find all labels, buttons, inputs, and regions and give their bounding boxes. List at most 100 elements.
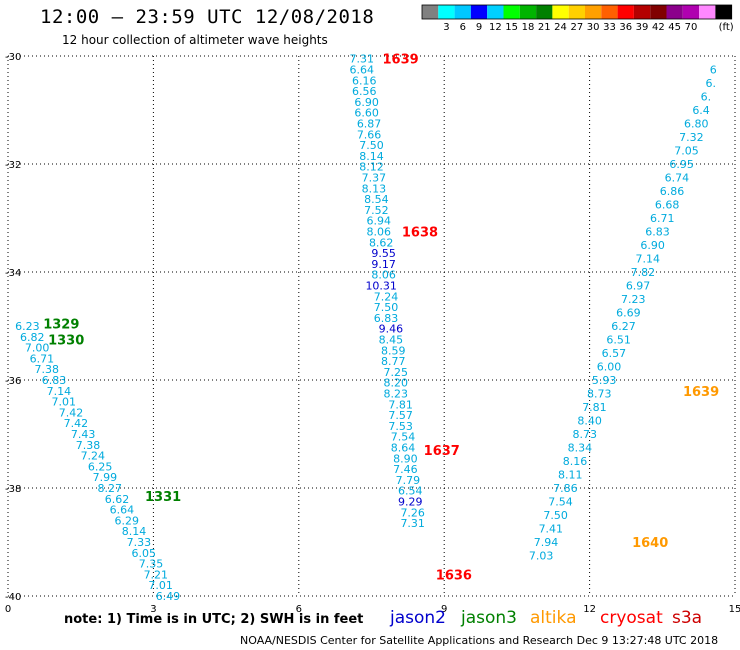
wave-height-value: 6.68	[655, 199, 680, 212]
wave-height-value: 8.12	[359, 161, 384, 174]
color-swatch	[536, 5, 553, 19]
wave-height-value: 6.54	[398, 485, 423, 498]
wave-height-value: 6.71	[650, 212, 675, 225]
y-tick-label: -32	[5, 160, 21, 171]
wave-height-value: 5.93	[592, 374, 617, 387]
wave-height-value: 6.23	[15, 320, 40, 333]
wave-height-value: 6.71	[30, 352, 55, 365]
x-tick-label: 9	[441, 604, 447, 615]
wave-height-value: 6.90	[354, 96, 379, 109]
wave-height-value: 6.05	[131, 547, 156, 560]
color-scale-label: 30	[587, 22, 600, 33]
color-swatch	[438, 5, 455, 19]
pass-time-label: 1329	[43, 317, 79, 332]
wave-height-value: 6.51	[606, 334, 631, 347]
wave-height-value: 7.53	[388, 420, 413, 433]
wave-height-value: 7.41	[539, 523, 564, 536]
x-tick-label: 6	[296, 604, 302, 615]
color-scale-label: 45	[668, 22, 681, 33]
wave-height-value: 7.43	[71, 428, 96, 441]
wave-height-value: 8.16	[563, 455, 588, 468]
y-tick-label: -36	[5, 376, 21, 387]
x-tick-label: 0	[5, 604, 11, 615]
color-scale-label: 27	[570, 22, 583, 33]
pass-time-label: 1637	[424, 444, 460, 459]
wave-height-value: 7.24	[81, 450, 106, 463]
wave-height-value: 6.62	[105, 493, 130, 506]
wave-height-value: 7.54	[391, 431, 416, 444]
wave-height-value: 6.80	[684, 118, 709, 131]
color-swatch	[487, 5, 504, 19]
wave-height-value: 8.59	[381, 344, 406, 357]
wave-height-value: 8.54	[364, 193, 389, 206]
wave-height-value: 7.33	[127, 536, 152, 549]
color-scale-label: 18	[522, 22, 535, 33]
wave-height-value: 8.40	[577, 415, 602, 428]
color-scale-label: 15	[505, 22, 518, 33]
wave-height-value: 6.83	[42, 374, 67, 387]
color-swatch	[422, 5, 439, 19]
color-swatch	[454, 5, 471, 19]
wave-height-value: 7.42	[59, 406, 84, 419]
wave-height-value: 7.25	[383, 366, 408, 379]
wave-height-value: 8.73	[573, 428, 598, 441]
wave-height-value: 6.60	[354, 107, 379, 120]
wave-height-value: 7.23	[621, 293, 646, 306]
wave-height-value: 8.77	[381, 355, 406, 368]
wave-height-value: 6.86	[660, 185, 685, 198]
color-scale-label: 3	[443, 22, 449, 33]
color-scale-label: 39	[636, 22, 649, 33]
wave-height-points: 6.236.827.006.717.386.837.147.017.427.42…	[15, 53, 717, 603]
wave-height-value: 6.64	[110, 504, 135, 517]
wave-height-value: 8.20	[383, 377, 408, 390]
y-tick-label: -34	[5, 268, 21, 279]
wave-height-value: 8.90	[393, 452, 418, 465]
wave-height-value: 6.	[701, 91, 712, 104]
wave-height-value: 7.52	[364, 204, 389, 217]
wave-height-value: 6.95	[669, 158, 694, 171]
chart-axes: 0 3 6 9 12 15 -30 -32 -34 -36 -38 -40	[5, 52, 740, 615]
wave-height-value: 6	[710, 64, 717, 77]
pass-time-label: 1330	[48, 334, 84, 349]
y-tick-label: -30	[5, 52, 21, 63]
wave-height-value: 6.49	[156, 590, 181, 603]
wave-height-value: 6.90	[640, 239, 665, 252]
wave-height-value: 7.54	[548, 496, 573, 509]
pass-time-label: 1638	[402, 226, 438, 241]
note-text: note: 1) Time is in UTC; 2) SWH is in fe…	[64, 612, 364, 627]
wave-height-value: 6.27	[611, 320, 636, 333]
wave-height-value: 7.50	[374, 301, 399, 314]
wave-height-value: 6.25	[88, 460, 113, 473]
wave-height-value: 7.01	[51, 396, 76, 409]
pass-time-label: 1640	[632, 536, 668, 551]
wave-height-value: 7.26	[400, 506, 425, 519]
wave-height-value: 7.99	[93, 471, 118, 484]
color-swatch	[519, 5, 537, 19]
legend-cryosat: cryosat	[600, 608, 663, 628]
wave-height-value: 7.31	[350, 53, 375, 66]
color-swatch	[699, 5, 716, 19]
color-swatch	[650, 5, 667, 19]
color-scale-bar: 3 6 9 12 15 18 21 24 27 30 33 36 39 42 45 70 (ft)	[421, 4, 734, 33]
x-tick-label: 3	[150, 604, 156, 615]
wave-height-value: 7.42	[64, 417, 89, 430]
pass-time-label: 1331	[145, 490, 181, 505]
wave-height-value: 8.73	[587, 388, 612, 401]
wave-height-value: 6.16	[352, 74, 377, 87]
wave-height-value: 7.82	[631, 266, 656, 279]
x-tick-label: 15	[729, 604, 740, 615]
wave-height-value: 6.69	[616, 307, 641, 320]
wave-height-value: 6.57	[602, 347, 627, 360]
wave-height-value: 7.46	[393, 463, 418, 476]
wave-height-value: 9.46	[379, 323, 404, 336]
wave-height-value: 7.01	[148, 579, 173, 592]
legend-jason2: jason2	[390, 608, 446, 628]
color-swatch	[617, 5, 634, 19]
time-labels: 1329 1330 1331 1639 1638 1637 1636 1639 1640	[43, 53, 719, 584]
color-scale-label: 36	[619, 22, 632, 33]
wave-height-value: 7.00	[25, 342, 50, 355]
color-swatch	[682, 5, 700, 19]
wave-height-value: 7.57	[388, 409, 413, 422]
wave-height-value: 8.27	[98, 482, 123, 495]
wave-height-value: 6.83	[645, 226, 670, 239]
